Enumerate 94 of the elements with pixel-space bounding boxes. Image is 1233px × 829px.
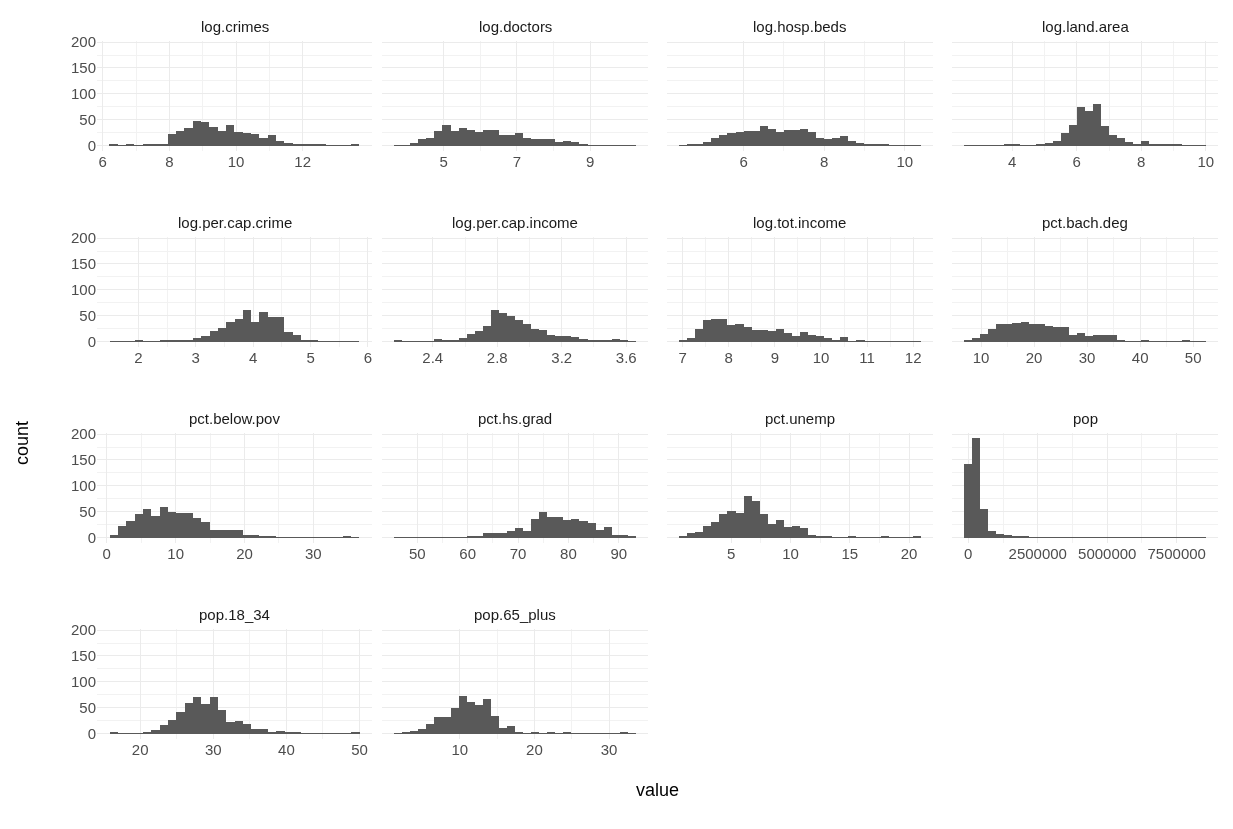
- y-tick-label: 100: [70, 85, 96, 103]
- y-tick-label: 100: [70, 281, 96, 299]
- chart-title: pct.unemp: [765, 410, 836, 427]
- y-tick-label: 200: [70, 33, 96, 51]
- y-tick-label: 150: [70, 255, 96, 273]
- x-tick-label: 8: [820, 153, 829, 170]
- x-tick-label: 8: [724, 349, 733, 366]
- y-tick-label: 100: [70, 673, 96, 691]
- x-tick-label: 10: [972, 349, 990, 366]
- x-tick-label: 3.2: [551, 349, 573, 366]
- x-tick-label: 5: [439, 153, 448, 170]
- x-tick-label: 20: [131, 741, 149, 758]
- x-tick-label: 12: [904, 349, 922, 366]
- chart-title: pct.below.pov: [189, 410, 281, 427]
- x-tick-label: 9: [770, 349, 780, 366]
- y-tick-label: 50: [79, 111, 96, 129]
- y-tick-label: 150: [70, 59, 96, 77]
- y-tick-label: 200: [70, 621, 96, 639]
- chart-title: log.doctors: [479, 18, 553, 35]
- x-tick-label: 80: [560, 545, 577, 562]
- x-tick-label: 60: [459, 545, 476, 562]
- x-tick-label: 9: [585, 153, 595, 170]
- x-axis-title: value: [636, 780, 680, 800]
- x-tick-label: 0: [102, 545, 111, 562]
- x-tick-label: 15: [841, 545, 859, 562]
- x-tick-label: 10: [896, 153, 914, 170]
- x-tick-label: 50: [351, 741, 368, 758]
- x-tick-label: 5000000: [1078, 545, 1137, 562]
- x-tick-label: 40: [1131, 349, 1149, 366]
- y-tick-label: 150: [70, 451, 96, 469]
- x-tick-label: 30: [1078, 349, 1096, 366]
- x-tick-label: 12: [294, 153, 312, 170]
- x-tick-label: 10: [167, 545, 184, 562]
- chart-title: pop.65_plus: [474, 606, 556, 623]
- x-tick-label: 20: [526, 741, 543, 758]
- x-tick-label: 3: [191, 349, 200, 366]
- chart-title: log.land.area: [1042, 18, 1130, 35]
- x-tick-label: 30: [305, 545, 322, 562]
- y-tick-label: 0: [87, 137, 96, 155]
- x-tick-label: 2.8: [486, 349, 508, 366]
- x-tick-label: 70: [509, 545, 527, 562]
- y-tick-label: 50: [79, 307, 96, 325]
- chart-title: log.per.cap.income: [452, 214, 578, 231]
- x-tick-label: 8: [165, 153, 174, 170]
- x-tick-label: 2: [134, 349, 143, 366]
- x-tick-label: 11: [859, 349, 875, 366]
- x-tick-label: 30: [600, 741, 618, 758]
- x-tick-label: 5: [306, 349, 315, 366]
- x-tick-label: 3.6: [615, 349, 637, 366]
- y-tick-label: 0: [87, 333, 96, 351]
- x-tick-label: 6: [363, 349, 373, 366]
- y-tick-label: 100: [70, 477, 96, 495]
- chart-title: pct.bach.deg: [1042, 214, 1128, 231]
- x-tick-label: 2500000: [1008, 545, 1067, 562]
- x-tick-label: 10: [782, 545, 799, 562]
- y-tick-label: 0: [87, 725, 96, 743]
- chart-title: log.tot.income: [753, 214, 847, 231]
- x-tick-label: 7500000: [1147, 545, 1206, 562]
- chart-title: log.per.cap.crime: [178, 214, 293, 231]
- x-tick-label: 20: [1025, 349, 1043, 366]
- x-tick-label: 7: [678, 349, 687, 366]
- x-tick-label: 10: [812, 349, 830, 366]
- x-tick-label: 0: [964, 545, 973, 562]
- y-tick-label: 50: [79, 699, 96, 717]
- y-tick-label: 200: [70, 229, 96, 247]
- x-tick-label: 40: [278, 741, 295, 758]
- chart-title: pop.18_34: [199, 606, 270, 623]
- x-tick-label: 50: [408, 545, 426, 562]
- x-tick-label: 8: [1137, 153, 1146, 170]
- x-tick-label: 4: [1008, 153, 1017, 170]
- x-tick-label: 20: [236, 545, 253, 562]
- y-tick-label: 50: [79, 503, 96, 521]
- x-tick-label: 6: [1072, 153, 1081, 170]
- x-tick-label: 50: [1184, 349, 1202, 366]
- x-tick-label: 5: [727, 545, 736, 562]
- x-tick-label: 90: [610, 545, 628, 562]
- y-axis-title: count: [12, 420, 32, 465]
- x-tick-label: 2.4: [422, 349, 444, 366]
- chart-title: pop: [1073, 410, 1099, 427]
- x-tick-label: 20: [900, 545, 918, 562]
- x-tick-label: 10: [1197, 153, 1215, 170]
- x-tick-label: 6: [98, 153, 107, 170]
- chart-title: pct.hs.grad: [478, 410, 553, 427]
- chart-title: log.crimes: [201, 18, 270, 35]
- x-tick-label: 7: [512, 153, 521, 170]
- y-tick-label: 200: [70, 425, 96, 443]
- chart-title: log.hosp.beds: [753, 18, 847, 35]
- x-tick-label: 10: [227, 153, 245, 170]
- y-tick-label: 0: [87, 529, 96, 547]
- x-tick-label: 30: [204, 741, 222, 758]
- y-tick-label: 150: [70, 647, 96, 665]
- x-tick-label: 4: [248, 349, 258, 366]
- x-tick-label: 6: [739, 153, 748, 170]
- x-tick-label: 10: [451, 741, 469, 758]
